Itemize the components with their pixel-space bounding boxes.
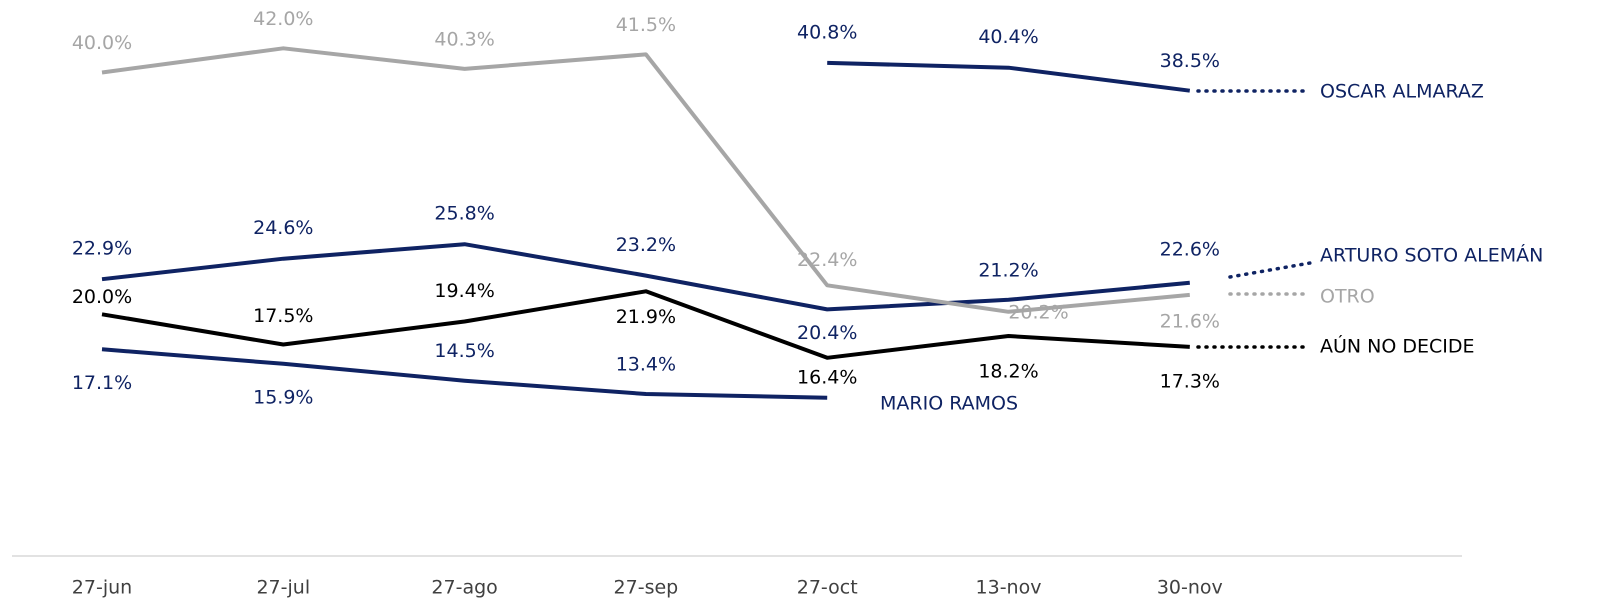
leader-line — [1228, 261, 1312, 279]
series-label: OTRO — [1320, 286, 1375, 308]
x-tick-label: 13-nov — [976, 577, 1042, 599]
x-tick-label: 27-oct — [797, 577, 858, 599]
data-label: 17.3% — [1160, 370, 1220, 392]
data-label: 21.6% — [1160, 310, 1220, 332]
series-label: AÚN NO DECIDE — [1320, 334, 1475, 358]
x-tick-label: 27-jun — [72, 577, 132, 599]
data-label: 13.4% — [616, 354, 676, 376]
data-label: 20.4% — [797, 322, 857, 344]
data-label: 15.9% — [253, 386, 313, 408]
x-tick-label: 27-jul — [256, 577, 310, 599]
data-label: 42.0% — [253, 8, 313, 30]
data-label: 22.4% — [797, 249, 857, 271]
series-line — [101, 347, 828, 400]
series-label: OSCAR ALMARAZ — [1320, 81, 1484, 103]
data-label: 40.3% — [434, 28, 494, 50]
data-label: 18.2% — [978, 361, 1038, 383]
series-label: MARIO RAMOS — [880, 393, 1018, 415]
data-label: 14.5% — [434, 340, 494, 362]
data-label: 21.9% — [616, 306, 676, 328]
series-line — [827, 60, 1191, 93]
data-label: 40.8% — [797, 21, 857, 43]
series-line — [101, 46, 1190, 314]
series-line — [101, 289, 1190, 360]
data-label: 16.4% — [797, 366, 857, 388]
data-label: 24.6% — [253, 217, 313, 239]
data-label: 38.5% — [1160, 50, 1220, 72]
data-label: 20.2% — [1008, 301, 1068, 323]
data-label: 17.1% — [72, 372, 132, 394]
data-label: 22.6% — [1160, 238, 1220, 260]
data-label: 22.9% — [72, 238, 132, 260]
x-tick-label: 30-nov — [1157, 577, 1223, 599]
data-label: 25.8% — [434, 203, 494, 225]
data-label: 20.0% — [72, 286, 132, 308]
data-label: 19.4% — [434, 280, 494, 302]
data-label: 21.2% — [978, 259, 1038, 281]
data-label: 40.4% — [978, 26, 1038, 48]
data-label: 41.5% — [616, 14, 676, 36]
series-line — [101, 242, 1190, 312]
data-label: 23.2% — [616, 234, 676, 256]
data-label: 40.0% — [72, 32, 132, 54]
series-label: ARTURO SOTO ALEMÁN — [1320, 244, 1543, 267]
x-tick-label: 27-ago — [431, 577, 497, 599]
data-label: 17.5% — [253, 305, 313, 327]
x-tick-label: 27-sep — [614, 577, 679, 599]
